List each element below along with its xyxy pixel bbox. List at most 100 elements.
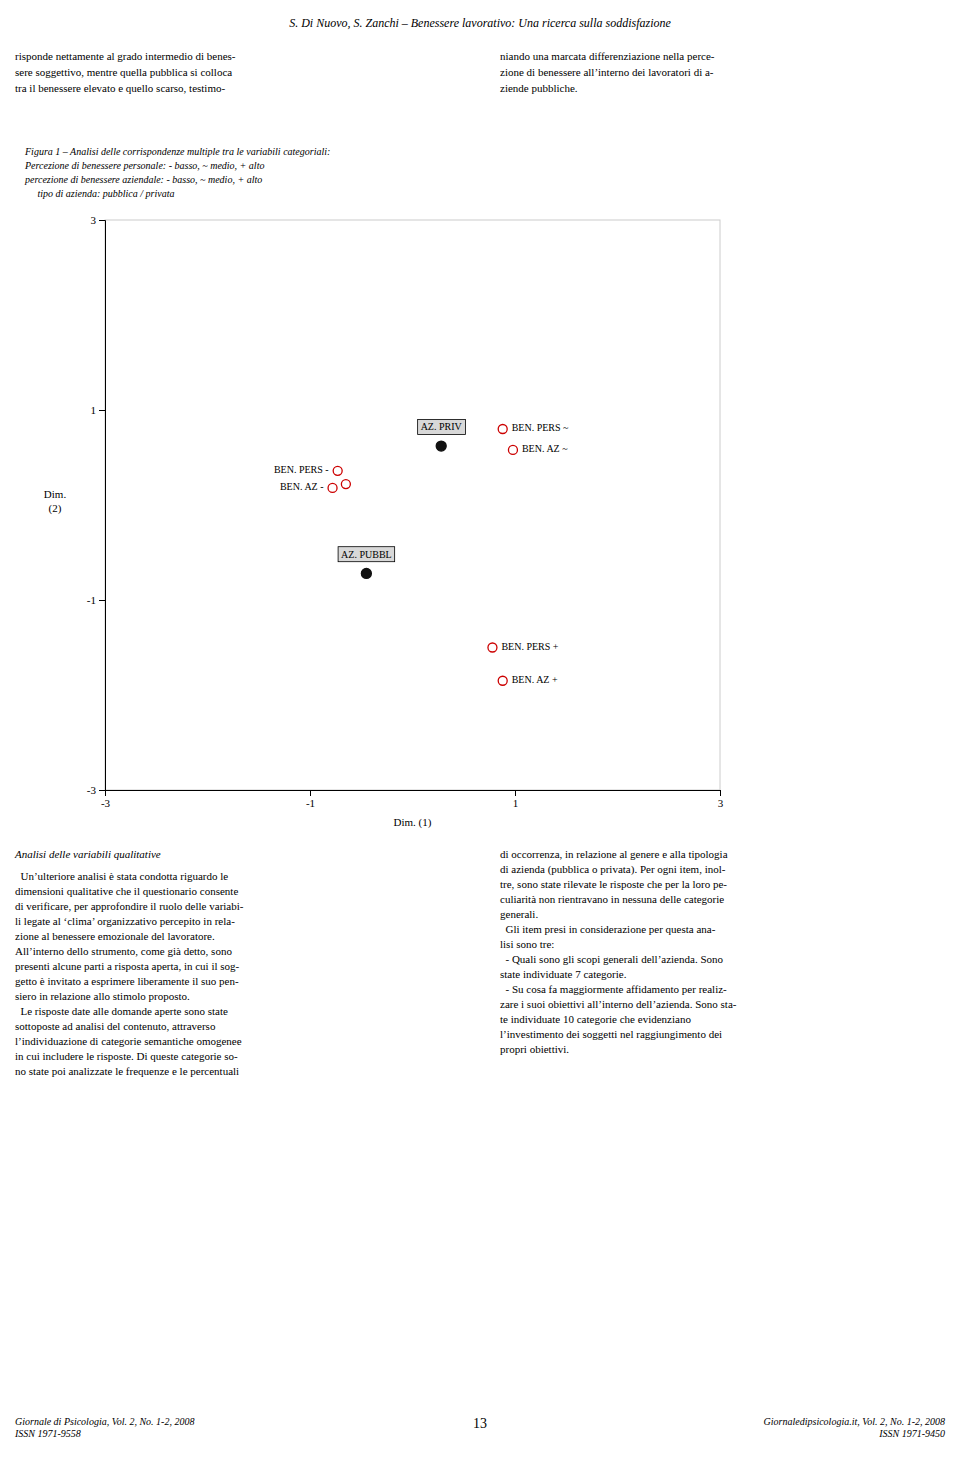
point-label: BEN. PERS -	[274, 464, 329, 475]
x-axis: -3 -1 1 3	[101, 790, 724, 809]
y-tick-mark	[99, 410, 105, 411]
x-axis-line	[106, 791, 721, 797]
y-tick: 1	[91, 404, 106, 416]
x-tick: 3	[718, 790, 724, 809]
label-box	[338, 547, 395, 562]
body-text: - Quali sono gli scopi generali dell’azi…	[500, 953, 723, 965]
points	[328, 425, 517, 686]
y-tick-label: 3	[91, 214, 97, 226]
y-axis: -3 -1 1 3	[87, 214, 106, 796]
point	[488, 643, 497, 652]
body-text: Un’ulteriore analisi è stata condotta ri…	[15, 870, 228, 882]
body-text: risponde nettamente al grado intermedio …	[15, 50, 236, 62]
body-text: te individuate 10 categorie che evidenzi…	[500, 1013, 691, 1025]
body-text: sere soggettivo, mentre quella pubblica …	[15, 66, 232, 78]
point-labels: AZ. PRIV AZ. PUBBL BEN. PERS ~ BEN. AZ ~ BEN…	[274, 419, 569, 685]
caption: percezione di benessere aziendale: - bas…	[24, 174, 262, 185]
footer-left: Giornale di Psicologia, Vol. 2, No. 1-2,…	[15, 1416, 194, 1427]
y-tick-label: -1	[87, 594, 96, 606]
body-text: dimensioni qualitative che il questionar…	[15, 885, 238, 897]
body-text: tre, sono state rilevate le risposte che…	[500, 878, 727, 890]
body-text: zione al benessere emozionale del lavora…	[15, 930, 215, 942]
y-tick-label: 1	[91, 404, 97, 416]
point	[333, 466, 342, 475]
y-tick-mark	[99, 220, 105, 221]
y-axis-title-line: Dim.	[44, 488, 67, 500]
x-tick-mark	[515, 790, 516, 796]
point-label: BEN. PERS +	[501, 641, 558, 652]
body-text: li legate al ‘clima’ organizzativo perce…	[15, 915, 235, 927]
point-label: BEN. AZ +	[512, 674, 558, 685]
y-tick-mark	[99, 600, 105, 601]
caption: Figura 1 – Analisi delle corrispondenze …	[24, 146, 330, 157]
body-text: - Su cosa fa maggiormente affidamento pe…	[500, 983, 727, 995]
body-text: di verificare, per approfondire il ruolo…	[15, 900, 244, 912]
x-tick: 1	[513, 790, 519, 809]
point-label: BEN. PERS ~	[512, 422, 569, 433]
body-text: in cui includere le risposte. Di queste …	[15, 1050, 238, 1062]
point	[498, 676, 507, 685]
y-axis-line	[99, 221, 106, 791]
y-axis-title-line: (2)	[49, 502, 62, 515]
boxed-label: AZ. PRIV	[418, 419, 466, 434]
section-title: Analisi delle variabili qualitative	[14, 848, 161, 860]
body-text: tra il benessere elevato e quello scarso…	[15, 82, 225, 94]
point-label: AZ. PRIV	[421, 421, 463, 432]
point	[436, 441, 446, 451]
body-text: di occorrenza, in relazione al genere e …	[500, 848, 728, 860]
x-tick-label: -3	[101, 797, 111, 809]
boxed-label: AZ. PUBBL	[338, 547, 395, 562]
header: S. Di Nuovo, S. Zanchi – Benessere lavor…	[289, 16, 671, 30]
point	[341, 480, 350, 489]
point	[328, 483, 337, 492]
x-tick-mark	[310, 790, 311, 796]
body-text: Le risposte date alle domande aperte son…	[15, 1005, 228, 1017]
y-tick: 3	[91, 214, 106, 226]
body-text: lisi sono tre:	[500, 938, 554, 950]
body-text: presenti alcune parti a risposta aperta,…	[15, 960, 240, 972]
x-tick-label: 3	[718, 797, 724, 809]
point-label: AZ. PUBBL	[341, 549, 392, 560]
point	[361, 568, 371, 578]
caption: Percezione di benessere personale: - bas…	[24, 160, 264, 171]
body-text: niando una marcata differenziazione nell…	[500, 50, 715, 62]
body-text: propri obiettivi.	[500, 1043, 569, 1055]
body-text: di azienda (pubblica o privata). Per ogn…	[500, 863, 726, 876]
body-text: zione di benessere all’interno dei lavor…	[500, 66, 714, 78]
body-text: Gli item presi in considerazione per que…	[500, 923, 716, 935]
caption: tipo di azienda: pubblica / privata	[25, 188, 174, 199]
page-number: 13	[473, 1416, 487, 1431]
x-tick: -3	[101, 790, 111, 809]
page: S. Di Nuovo, S. Zanchi – Benessere lavor…	[0, 0, 960, 1465]
body-text: generali.	[500, 908, 538, 920]
y-tick-label: -3	[87, 784, 97, 796]
body-text: All’interno dello strumento, come già de…	[15, 945, 232, 957]
body-text: l’individuazione di categorie semantiche…	[15, 1035, 242, 1047]
x-tick: -1	[306, 790, 315, 809]
body-text: siero in relazione allo stimolo proposto…	[15, 990, 190, 1002]
y-tick: -3	[87, 784, 105, 796]
point	[498, 425, 507, 434]
body-text: state individuate 7 categorie.	[500, 968, 627, 980]
y-tick-mark	[99, 790, 105, 791]
body-text: sottoposte ad analisi del contenuto, att…	[15, 1020, 216, 1032]
x-axis-title: Dim. (1)	[394, 816, 432, 829]
x-tick-mark	[720, 790, 721, 796]
footer-right: Giornaledipsicologia.it, Vol. 2, No. 1-2…	[764, 1416, 945, 1427]
point-label: BEN. AZ -	[280, 481, 324, 492]
x-tick-label: 1	[513, 797, 519, 809]
body-text: ziende pubbliche.	[500, 82, 578, 94]
plot-frame	[105, 220, 720, 790]
footer-right: ISSN 1971-9450	[878, 1428, 945, 1439]
body-text: no state poi analizzate le frequenze e l…	[15, 1065, 239, 1077]
label-box	[418, 419, 466, 434]
footer-left: ISSN 1971-9558	[14, 1428, 81, 1439]
y-tick: -1	[87, 594, 105, 606]
point-label: BEN. AZ ~	[522, 443, 568, 454]
y-axis-title: Dim. (2)	[44, 488, 67, 515]
point	[508, 445, 517, 454]
x-tick-label: -1	[306, 797, 315, 809]
body-text: culiarità non rientravano in nessuna del…	[500, 893, 724, 905]
body-text: getto è invitato a esprimere liberamente…	[15, 975, 239, 987]
body-text: zare i suoi obiettivi all’interno dell’a…	[500, 998, 737, 1010]
